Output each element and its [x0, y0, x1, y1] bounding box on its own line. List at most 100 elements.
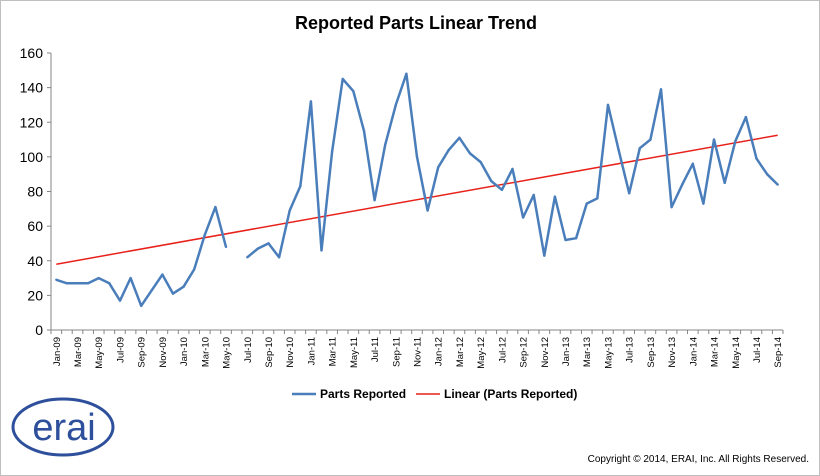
trendline-linear-parts-reported: [56, 134, 778, 265]
x-tick-label: Jan-10: [179, 337, 190, 366]
x-tick-label: Mar-12: [455, 337, 466, 367]
data-point: [86, 282, 90, 285]
x-tick-label: Jan-14: [688, 337, 699, 366]
data-point: [468, 152, 472, 155]
x-tick-label: Sep-13: [646, 337, 657, 368]
x-tick-label: Jul-11: [370, 337, 381, 362]
data-point: [744, 115, 748, 119]
legend: Parts Reported Linear (Parts Reported): [292, 387, 577, 401]
x-tick-label: Jul-10: [243, 337, 254, 363]
data-point: [129, 276, 132, 280]
data-point: [55, 278, 58, 281]
x-tick-label: Mar-10: [200, 337, 211, 367]
x-tick-label: Jan-12: [434, 337, 445, 366]
x-tick-label: Jul-14: [752, 337, 763, 363]
x-tick-label: Nov-11: [413, 337, 424, 367]
data-point: [723, 181, 726, 185]
data-point: [161, 273, 164, 276]
data-point: [309, 100, 313, 103]
legend-label-parts-reported: Parts Reported: [320, 387, 406, 401]
x-tick-label: Sep-10: [264, 337, 275, 368]
data-point: [765, 172, 769, 176]
data-point: [681, 183, 684, 186]
x-tick-label: Mar-14: [710, 337, 721, 367]
data-point: [415, 155, 419, 159]
data-point: [330, 150, 334, 153]
data-point: [543, 254, 546, 257]
y-tick-label: 100: [20, 149, 44, 165]
data-point: [500, 188, 504, 191]
data-point: [256, 247, 260, 250]
data-point: [277, 256, 281, 259]
data-point: [659, 88, 663, 91]
data-point: [426, 209, 429, 212]
data-point: [224, 245, 228, 249]
y-axis: 0 20 40 60 80 100 120 140 160: [20, 45, 52, 338]
data-point: [383, 143, 387, 146]
data-point: [458, 136, 461, 140]
x-tick-label: Sep-12: [519, 337, 530, 368]
x-tick-label: Nov-13: [667, 337, 678, 368]
data-point: [670, 205, 673, 209]
y-tick-label: 120: [20, 114, 44, 130]
data-point: [139, 304, 143, 307]
data-point: [203, 233, 207, 236]
legend-label-linear-trend: Linear (Parts Reported): [444, 387, 577, 401]
data-point: [691, 162, 695, 165]
erai-logo: erai: [11, 397, 115, 457]
x-tick-label: Jan-13: [561, 337, 572, 366]
x-tick-label: Jul-13: [625, 337, 636, 363]
data-point: [288, 209, 291, 212]
data-point: [341, 77, 344, 81]
data-point: [373, 198, 376, 202]
x-tick-label: Jan-11: [306, 337, 317, 365]
x-tick-label: May-12: [476, 337, 487, 369]
data-point: [617, 148, 620, 152]
y-tick-label: 40: [27, 253, 43, 269]
data-point: [65, 282, 69, 285]
logo-text: erai: [32, 407, 95, 449]
data-point: [702, 202, 705, 205]
x-tick-label: Jul-09: [115, 337, 126, 363]
logo-ring: [11, 397, 115, 457]
data-point: [362, 129, 366, 133]
x-tick-label: May-14: [731, 337, 742, 369]
data-point: [320, 249, 323, 252]
data-point: [734, 140, 737, 143]
x-tick-label: Jul-12: [497, 337, 508, 363]
x-tick-label: Jan-09: [52, 337, 63, 366]
data-point: [299, 185, 302, 188]
x-tick-label: Mar-13: [582, 337, 593, 367]
data-point: [97, 276, 100, 280]
x-tick-label: May-10: [222, 337, 233, 369]
data-point: [405, 72, 408, 75]
data-point: [574, 237, 578, 240]
data-point: [118, 299, 122, 302]
data-point: [564, 238, 567, 242]
series-layer: [55, 72, 779, 308]
data-point: [447, 148, 451, 152]
x-tick-label: Nov-10: [285, 337, 296, 368]
data-point: [776, 183, 779, 186]
x-tick-label: May-09: [94, 337, 105, 369]
y-tick-label: 80: [27, 184, 43, 200]
x-tick-label: Mar-09: [73, 337, 84, 367]
data-point: [638, 147, 641, 150]
x-tick-label: Sep-14: [773, 337, 784, 368]
chart-title: Reported Parts Linear Trend: [295, 13, 537, 33]
series-line-parts-reported: [55, 205, 228, 308]
x-tick-label: Nov-12: [540, 337, 551, 368]
y-tick-label: 140: [20, 80, 44, 96]
data-point: [479, 160, 482, 164]
data-point: [712, 138, 716, 141]
data-point: [193, 268, 196, 271]
data-point: [606, 103, 610, 107]
x-tick-label: Sep-09: [137, 337, 148, 368]
data-point: [649, 138, 652, 141]
y-tick-label: 160: [20, 45, 44, 61]
data-point: [76, 282, 79, 285]
data-point: [553, 195, 557, 198]
data-point: [171, 292, 175, 295]
